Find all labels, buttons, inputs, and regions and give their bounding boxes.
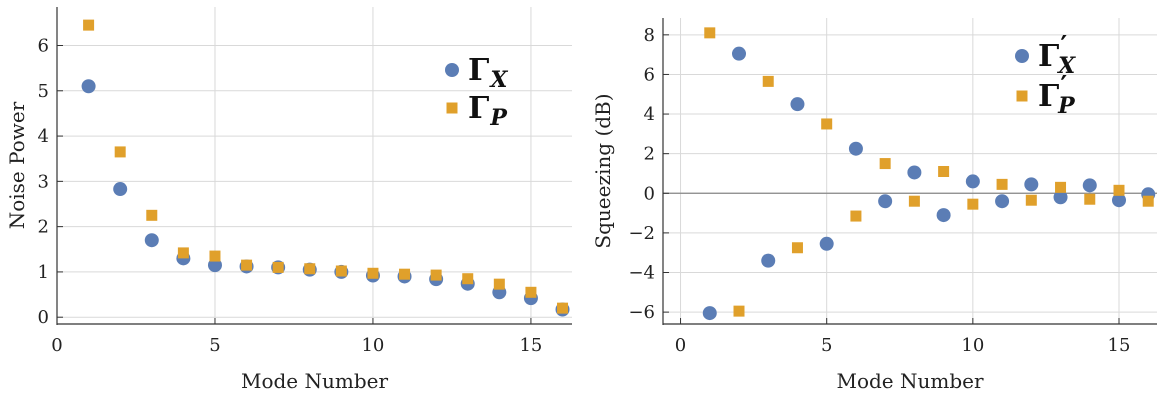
data-point (146, 209, 158, 221)
y-tick-label: 2 (38, 217, 49, 238)
legend-label: Γ′ X (1038, 31, 1076, 79)
data-point (965, 174, 980, 189)
data-point (493, 278, 505, 290)
x-tick-label: 0 (675, 335, 686, 356)
y-tick-label: −2 (628, 223, 655, 244)
y-tick-label: −6 (628, 302, 655, 323)
data-point (790, 97, 805, 112)
data-point (114, 146, 126, 158)
data-point (1142, 195, 1154, 207)
data-point (938, 165, 950, 177)
y-tick-label: 0 (644, 183, 655, 204)
data-point (967, 198, 979, 210)
y-tick-label: 6 (38, 35, 49, 56)
data-point (850, 210, 862, 222)
data-point (732, 46, 746, 61)
legend-entry: ΓP (446, 91, 508, 131)
data-point (1112, 193, 1126, 208)
legend-entry: ΓX (445, 53, 508, 93)
y-tick-label: 4 (644, 104, 655, 125)
data-point (525, 286, 537, 298)
y-tick-label: 6 (644, 64, 655, 85)
data-point (304, 263, 316, 275)
data-point (1055, 181, 1067, 193)
x-axis-title: Mode Number (836, 369, 984, 393)
x-tick-label: 5 (209, 335, 220, 356)
data-point (907, 165, 922, 180)
x-tick-label: 5 (821, 335, 832, 356)
data-point (462, 273, 474, 285)
data-point (177, 247, 189, 259)
data-point (367, 267, 379, 279)
y-tick-label: 0 (38, 307, 49, 328)
x-tick-label: 0 (51, 335, 62, 356)
data-point (733, 305, 745, 317)
legend-marker (1015, 49, 1029, 63)
data-point (144, 233, 159, 248)
data-point (1053, 190, 1068, 205)
data-point (430, 269, 442, 281)
data-point (821, 118, 833, 130)
data-point (995, 194, 1010, 209)
data-point (761, 253, 776, 268)
legend-label: Γ′ P (1038, 71, 1076, 119)
data-point (557, 302, 569, 314)
data-point (1082, 178, 1097, 193)
y-tick-label: 8 (644, 25, 655, 46)
series-p-points (83, 19, 569, 314)
data-point (335, 265, 347, 277)
y-tick-label: 2 (644, 144, 655, 165)
data-point (1084, 193, 1096, 205)
legend-marker (445, 63, 459, 77)
data-point (996, 178, 1008, 190)
legend-entry: Γ′ P (1016, 71, 1076, 119)
data-point (272, 261, 284, 273)
legend-label: ΓP (468, 91, 508, 131)
data-point (83, 19, 95, 31)
data-point (791, 242, 803, 254)
data-point (848, 141, 863, 156)
legend-marker (1016, 90, 1028, 102)
y-tick-label: 4 (38, 126, 49, 147)
data-point (762, 75, 774, 87)
data-point (704, 27, 716, 39)
data-point (936, 208, 951, 223)
y-axis-title: Noise Power (5, 101, 29, 229)
y-tick-label: 3 (38, 171, 49, 192)
data-point (209, 250, 221, 262)
data-point (1025, 194, 1037, 206)
data-point (702, 306, 717, 321)
data-point (81, 79, 96, 94)
y-axis-title: Squeezing (dB) (591, 93, 615, 248)
data-point (241, 259, 253, 271)
y-tick-label: −4 (628, 263, 655, 284)
series-p-points (704, 27, 1154, 317)
squeezing-panel: 0 5 10 15 −6 −4 −2 0 2 4 6 8 Mode Number Squeezing (d… (591, 18, 1157, 393)
legend-entry: Γ′ X (1015, 31, 1076, 79)
x-tick-label: 15 (1108, 335, 1131, 356)
x-tick-label: 10 (361, 335, 384, 356)
data-point (819, 236, 834, 251)
legend-label: ΓX (468, 53, 508, 93)
y-tick-label: 5 (38, 81, 49, 102)
x-tick-label: 10 (961, 335, 984, 356)
data-point (1113, 184, 1125, 196)
x-tick-label: 15 (519, 335, 542, 356)
data-point (399, 268, 411, 280)
data-point (113, 182, 128, 197)
data-point (908, 195, 920, 207)
y-tick-label: 1 (38, 262, 49, 283)
legend-marker (446, 102, 458, 114)
data-point (1024, 177, 1039, 192)
series-x-points (702, 46, 1156, 321)
data-point (879, 158, 891, 170)
data-point (207, 258, 222, 273)
x-axis-title: Mode Number (241, 369, 389, 393)
data-point (878, 194, 893, 209)
